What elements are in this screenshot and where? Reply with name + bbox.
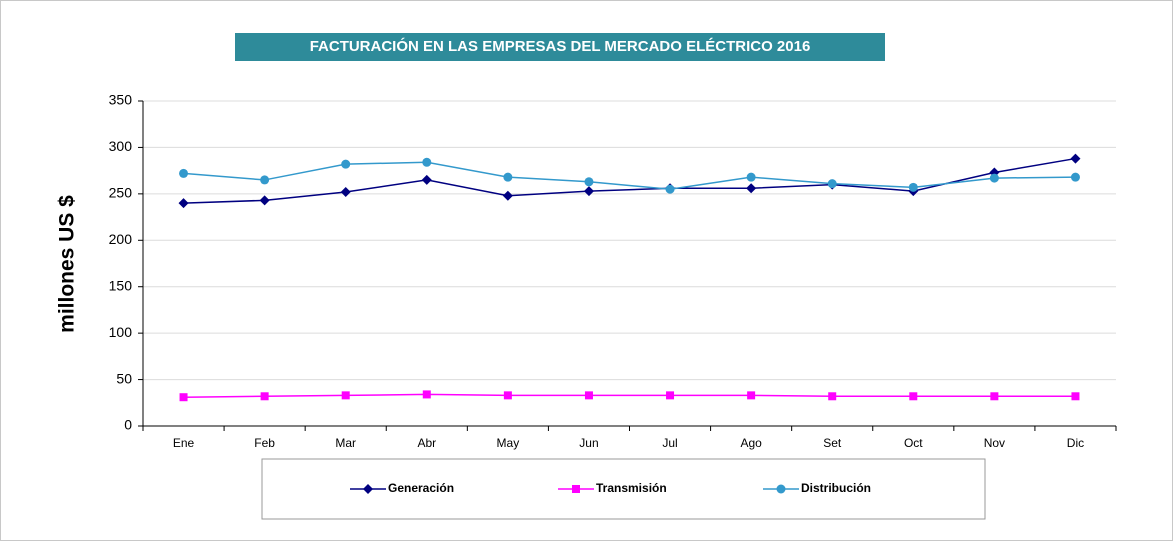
data-point <box>746 172 756 182</box>
x-tick-label: Set <box>823 436 842 450</box>
data-point <box>341 159 351 169</box>
y-tick-label: 0 <box>124 417 132 433</box>
title-box <box>235 33 885 61</box>
data-point <box>909 392 918 401</box>
legend-label: Generación <box>388 481 454 495</box>
data-point <box>260 175 270 185</box>
data-point <box>260 392 269 401</box>
legend-label: Transmisión <box>596 481 667 495</box>
data-point <box>1071 392 1080 401</box>
data-point <box>583 186 594 197</box>
data-point <box>422 157 432 167</box>
x-tick-label: Nov <box>984 436 1005 450</box>
y-tick-label: 50 <box>116 370 132 386</box>
data-point <box>828 392 837 401</box>
data-point <box>179 168 189 178</box>
x-tick-label: May <box>497 436 520 450</box>
data-point <box>827 179 837 189</box>
data-point <box>584 177 594 187</box>
data-point <box>340 187 351 197</box>
data-point <box>503 391 512 400</box>
data-point <box>341 391 350 400</box>
y-tick-label: 250 <box>109 185 133 201</box>
y-axis-label: millones US $ <box>56 195 79 333</box>
x-tick-label: Mar <box>335 436 356 450</box>
x-tick-label: Ago <box>740 436 762 450</box>
data-point <box>666 391 675 400</box>
x-tick-label: Jun <box>579 436 598 450</box>
data-point <box>1070 153 1081 164</box>
legend-marker <box>776 484 786 494</box>
legend-label: Distribución <box>801 481 871 495</box>
x-tick-label: Oct <box>904 436 923 450</box>
y-tick-label: 350 <box>109 92 133 108</box>
chart-title: FACTURACIÓN EN LAS EMPRESAS DEL MERCADO … <box>310 37 811 55</box>
y-tick-label: 150 <box>109 277 133 293</box>
data-point <box>178 198 189 209</box>
x-tick-label: Jul <box>662 436 677 450</box>
data-point <box>179 393 188 402</box>
data-point <box>503 172 513 182</box>
y-tick-label: 200 <box>109 231 133 247</box>
y-tick-label: 300 <box>109 138 133 154</box>
data-point <box>422 390 431 399</box>
data-point <box>990 392 999 401</box>
data-point <box>259 195 270 206</box>
x-tick-label: Feb <box>254 436 275 450</box>
series-line <box>183 161 1076 190</box>
data-point <box>421 174 432 185</box>
data-point <box>584 391 593 400</box>
x-tick-label: Ene <box>173 436 195 450</box>
data-point <box>747 391 756 400</box>
x-tick-label: Abr <box>417 436 436 450</box>
x-tick-label: Dic <box>1067 436 1084 450</box>
y-tick-label: 100 <box>109 324 133 340</box>
series-line <box>183 157 1076 204</box>
data-point <box>908 182 918 192</box>
data-point <box>989 173 999 183</box>
series-line <box>183 393 1076 398</box>
data-point <box>665 184 675 194</box>
data-point <box>502 190 513 201</box>
data-point <box>746 183 757 194</box>
legend-marker <box>363 484 373 494</box>
legend-marker <box>572 485 580 493</box>
data-point <box>1070 172 1080 182</box>
